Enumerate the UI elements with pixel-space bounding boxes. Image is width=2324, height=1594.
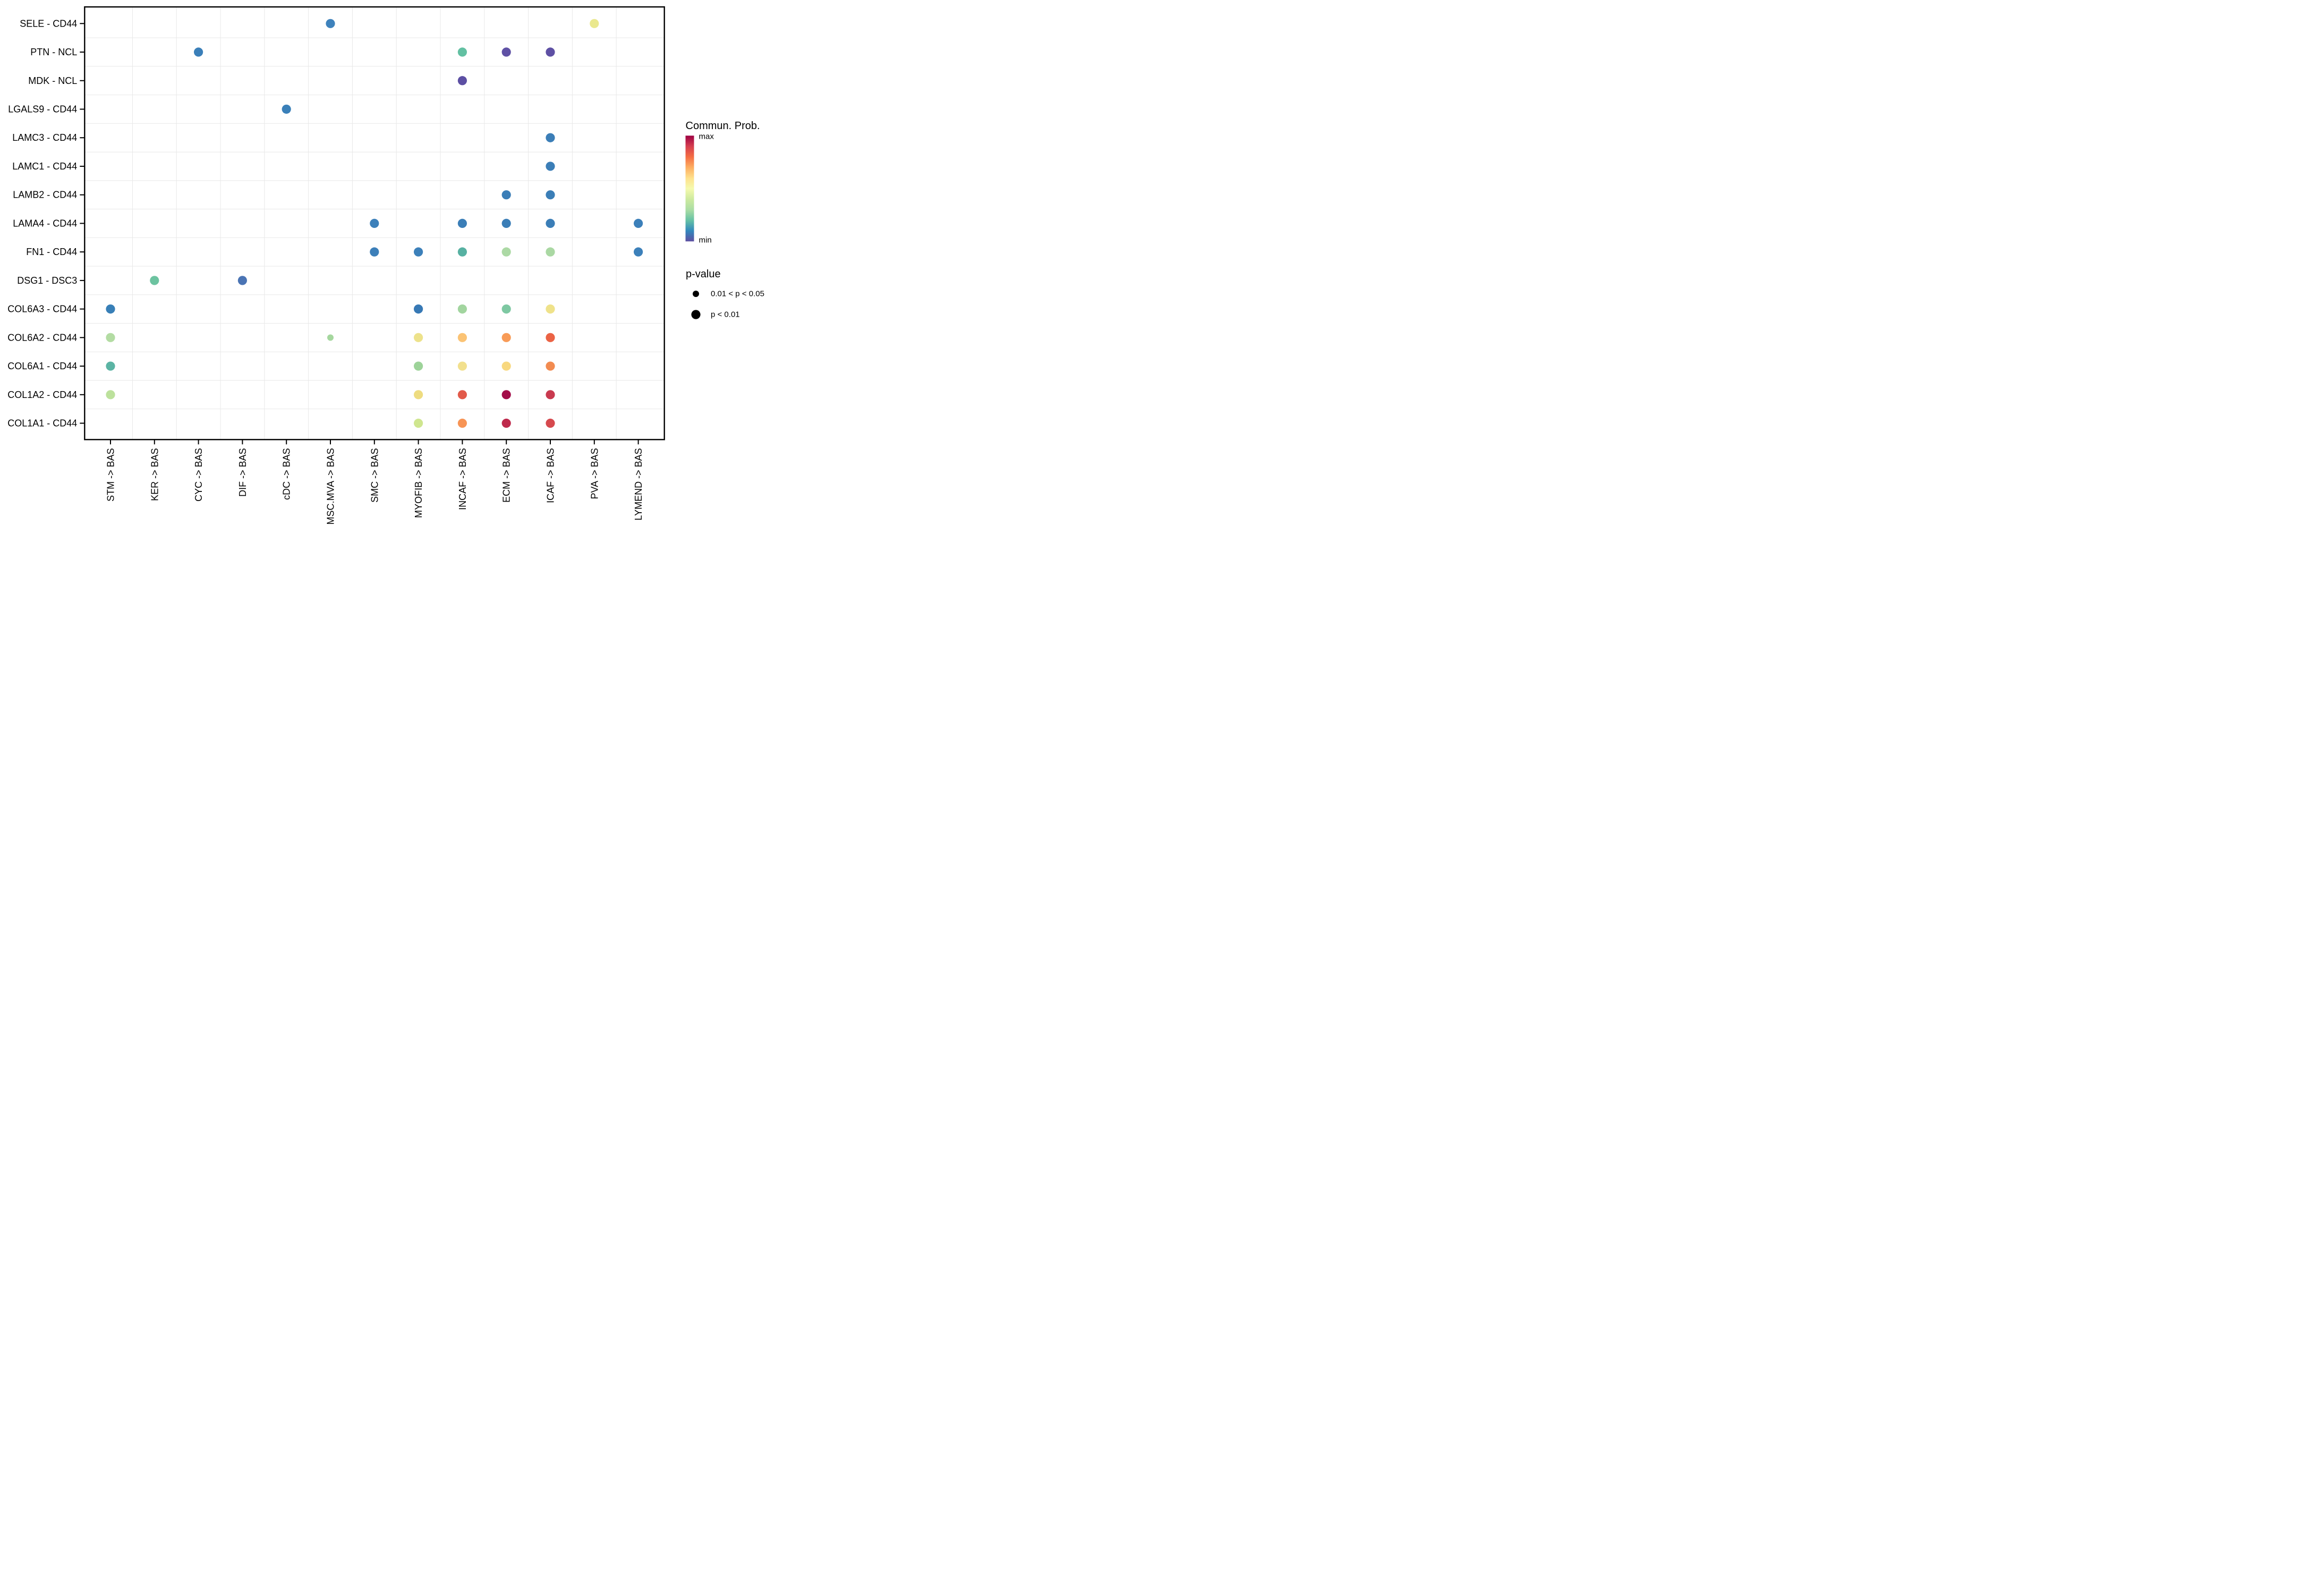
data-point bbox=[501, 304, 511, 314]
y-axis-label: MDK - NCL bbox=[28, 75, 77, 86]
data-point bbox=[501, 333, 511, 342]
data-point bbox=[194, 47, 203, 57]
data-point bbox=[546, 247, 555, 257]
data-point bbox=[414, 333, 423, 342]
data-point bbox=[501, 247, 511, 257]
x-axis-label: ICAF -> BAS bbox=[546, 448, 556, 503]
data-point bbox=[546, 162, 555, 171]
x-axis-label: SMC -> BAS bbox=[369, 448, 380, 503]
bubble-plot-canvas: SELE - CD44 PTN - NCL MDK - NCL LGALS9 - CD… bbox=[7, 6, 764, 525]
data-point bbox=[546, 333, 555, 342]
colorbar-title: Commun. Prob. bbox=[686, 120, 760, 132]
data-point bbox=[501, 390, 511, 400]
data-point bbox=[501, 361, 511, 371]
data-points bbox=[106, 19, 643, 428]
y-axis-label: LAMA4 - CD44 bbox=[13, 218, 77, 228]
data-point bbox=[457, 218, 467, 228]
data-point bbox=[370, 247, 379, 257]
data-point bbox=[501, 190, 511, 200]
data-point bbox=[106, 304, 115, 314]
data-point bbox=[501, 418, 511, 428]
pvalue-legend-dot-large bbox=[691, 310, 701, 319]
pvalue-legend-items: 0.01 < p < 0.05 p < 0.01 bbox=[691, 290, 764, 319]
data-point bbox=[634, 247, 643, 257]
y-axis-label: LAMC3 - CD44 bbox=[12, 132, 77, 143]
data-point bbox=[457, 361, 467, 371]
data-point bbox=[546, 361, 555, 371]
pvalue-size-legend: p-value 0.01 < p < 0.05 p < 0.01 bbox=[686, 268, 764, 319]
pvalue-legend-dot-small bbox=[693, 291, 699, 297]
x-axis-label: MYOFIB -> BAS bbox=[413, 448, 424, 518]
y-axis-label: SELE - CD44 bbox=[20, 18, 77, 29]
data-point bbox=[457, 304, 467, 314]
data-point bbox=[457, 390, 467, 400]
x-axis-label: STM -> BAS bbox=[106, 448, 116, 502]
data-point bbox=[457, 47, 467, 57]
y-axis-label: COL6A1 - CD44 bbox=[7, 361, 77, 371]
pvalue-legend-label: p < 0.01 bbox=[711, 310, 740, 319]
x-axis-label: DIF -> BAS bbox=[237, 448, 248, 497]
y-axis-label: DSG1 - DSC3 bbox=[17, 275, 77, 286]
data-point bbox=[414, 390, 423, 400]
x-axis-label: CYC -> BAS bbox=[193, 448, 204, 502]
data-point bbox=[282, 104, 291, 114]
y-axis-label: COL1A2 - CD44 bbox=[7, 389, 77, 400]
data-point bbox=[106, 390, 115, 400]
data-point bbox=[414, 247, 423, 257]
x-axis-label: INCAF -> BAS bbox=[457, 448, 468, 510]
y-axis-label: COL6A3 - CD44 bbox=[7, 304, 77, 315]
data-point bbox=[546, 218, 555, 228]
y-axis-label: LAMB2 - CD44 bbox=[13, 190, 77, 200]
data-point bbox=[414, 304, 423, 314]
data-point bbox=[546, 418, 555, 428]
axis-ticks bbox=[80, 23, 639, 445]
data-point bbox=[414, 418, 423, 428]
colorbar-max-label: max bbox=[699, 132, 714, 141]
panel-gridlines bbox=[84, 7, 665, 440]
x-axis-label: ECM -> BAS bbox=[501, 448, 512, 503]
pvalue-legend-label: 0.01 < p < 0.05 bbox=[711, 290, 764, 299]
data-point bbox=[414, 361, 423, 371]
data-point bbox=[546, 190, 555, 200]
colorbar-gradient bbox=[685, 135, 694, 242]
pvalue-legend-title: p-value bbox=[686, 268, 721, 280]
x-axis-label: PVA -> BAS bbox=[589, 448, 600, 499]
x-axis-label: LYMEND -> BAS bbox=[633, 448, 644, 520]
plot-panel: SELE - CD44 PTN - NCL MDK - NCL LGALS9 - CD… bbox=[7, 6, 665, 525]
data-point bbox=[546, 304, 555, 314]
x-axis-labels: STM -> BAS KER -> BAS CYC -> BAS DIF -> BAS… bbox=[106, 448, 644, 524]
data-point bbox=[546, 133, 555, 142]
data-point bbox=[590, 19, 599, 28]
colorbar-min-label: min bbox=[699, 235, 712, 244]
x-axis-label: cDC -> BAS bbox=[282, 448, 292, 500]
data-point bbox=[457, 247, 467, 257]
y-axis-label: PTN - NCL bbox=[30, 47, 77, 57]
data-point bbox=[457, 333, 467, 342]
data-point bbox=[457, 76, 467, 86]
y-axis-label: COL6A2 - CD44 bbox=[7, 332, 77, 343]
bubble-plot-figure: SELE - CD44 PTN - NCL MDK - NCL LGALS9 - CD… bbox=[0, 0, 774, 531]
data-point bbox=[237, 276, 247, 285]
data-point bbox=[150, 276, 159, 285]
data-point bbox=[546, 47, 555, 57]
colorbar-legend: Commun. Prob. max min bbox=[685, 120, 760, 244]
y-axis-label: LGALS9 - CD44 bbox=[8, 104, 77, 114]
y-axis-label: FN1 - CD44 bbox=[26, 247, 77, 257]
data-point bbox=[457, 418, 467, 428]
data-point bbox=[546, 390, 555, 400]
data-point bbox=[370, 218, 379, 228]
data-point bbox=[106, 361, 115, 371]
data-point bbox=[501, 218, 511, 228]
data-point bbox=[106, 333, 115, 342]
y-axis-label: COL1A1 - CD44 bbox=[7, 418, 77, 429]
y-axis-labels: SELE - CD44 PTN - NCL MDK - NCL LGALS9 - CD… bbox=[7, 18, 77, 428]
data-point bbox=[634, 218, 643, 228]
y-axis-label: LAMC1 - CD44 bbox=[12, 161, 77, 172]
x-axis-label: KER -> BAS bbox=[149, 448, 160, 501]
data-point bbox=[327, 334, 334, 341]
x-axis-label: MSC.MVA -> BAS bbox=[326, 448, 336, 524]
data-point bbox=[501, 47, 511, 57]
data-point bbox=[326, 19, 335, 28]
